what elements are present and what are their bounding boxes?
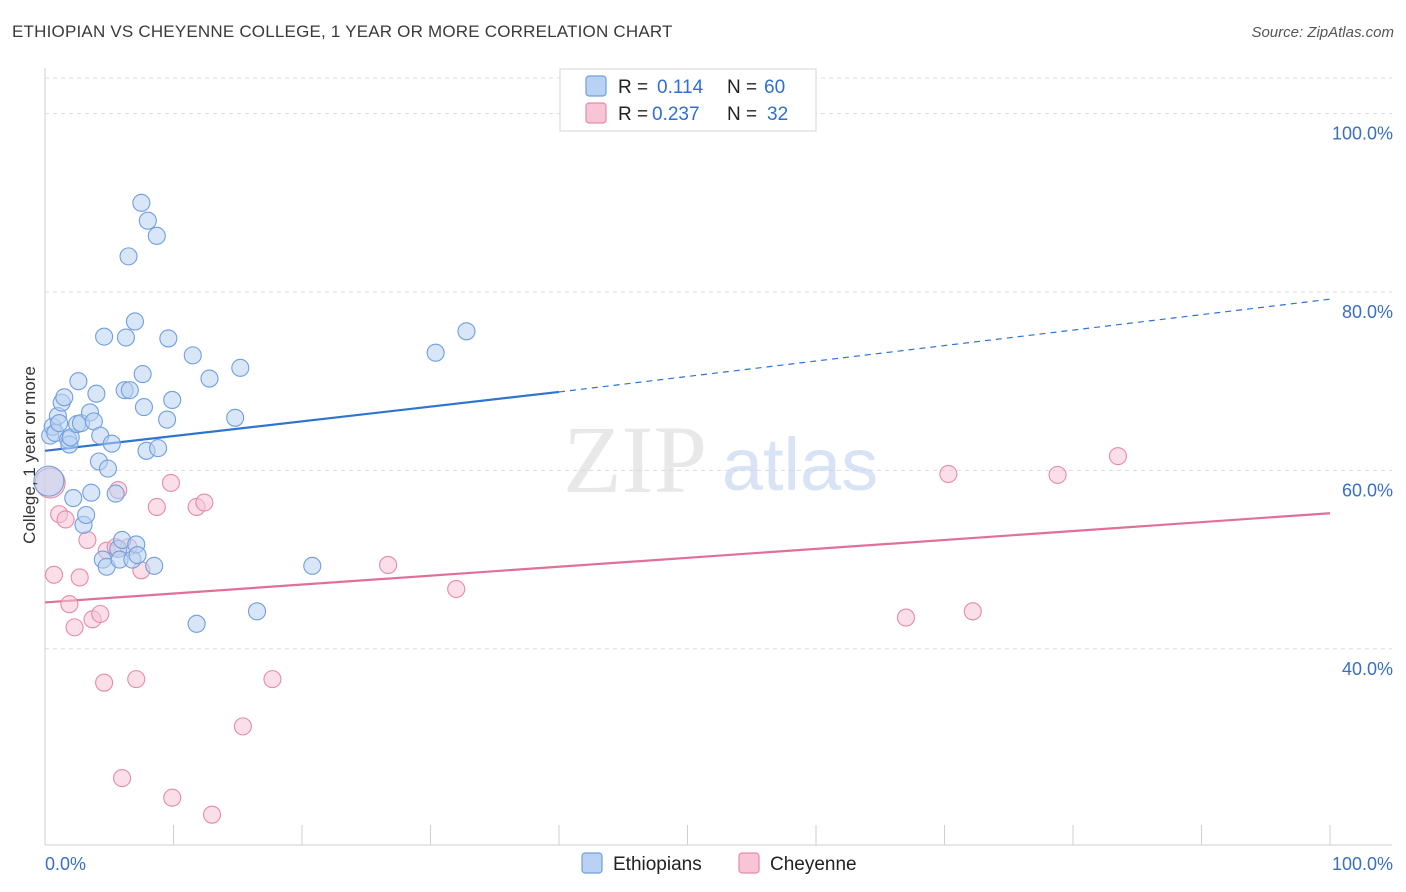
- point-ethiopians-53: [231, 358, 250, 377]
- legend-n-label-1: N =: [727, 77, 757, 98]
- y-tick-label-100: 100.0%: [1332, 124, 1393, 144]
- point-ethiopians-48: [163, 390, 182, 410]
- point-cheyenne-4: [60, 595, 79, 614]
- x-tick-label-end: 100.0%: [1332, 854, 1393, 874]
- point-cheyenne-9: [91, 604, 110, 624]
- point-ethiopians-50: [187, 614, 206, 633]
- trend-lines: [44, 298, 1331, 604]
- x-tick-labels: 0.0% 100.0%: [45, 854, 1393, 874]
- legend-swatch-ethiopians: [585, 75, 607, 97]
- point-ethiopians-28: [106, 484, 125, 503]
- point-ethiopians-43: [145, 556, 164, 575]
- point-cheyenne-6: [70, 568, 89, 587]
- point-ethiopians-26: [98, 459, 118, 478]
- legend-r-label-2: R =: [618, 104, 648, 125]
- watermark: ZIP atlas: [563, 406, 878, 513]
- legend-r-value-1: 0.114: [657, 77, 704, 98]
- point-cheyenne-30: [963, 602, 982, 621]
- point-ethiopians-0: [33, 465, 65, 497]
- point-cheyenne-31: [1048, 465, 1067, 484]
- point-ethiopians-33: [116, 328, 136, 347]
- x-tick-label-start: 0.0%: [45, 854, 86, 874]
- point-cheyenne-27: [447, 579, 466, 599]
- point-ethiopians-59: [138, 211, 157, 230]
- chart-title: ETHIOPIAN VS CHEYENNE COLLEGE, 1 YEAR OR…: [12, 22, 673, 41]
- point-ethiopians-44: [147, 226, 166, 245]
- legend-n-value-1: 60: [764, 77, 785, 98]
- y-tick-label-40: 40.0%: [1342, 659, 1393, 679]
- point-cheyenne-25: [263, 670, 282, 689]
- y-tick-labels: 40.0% 60.0% 80.0% 100.0%: [1332, 124, 1393, 679]
- bottom-legend-swatch-ethiopians: [581, 852, 603, 874]
- point-cheyenne-5: [65, 618, 84, 637]
- point-ethiopians-20: [87, 384, 106, 403]
- point-ethiopians-52: [226, 408, 245, 427]
- bottom-legend: Ethiopians Cheyenne: [581, 852, 857, 875]
- point-ethiopians-56: [426, 343, 445, 362]
- legend-n-value-2: 32: [767, 104, 788, 125]
- point-ethiopians-24: [95, 327, 114, 346]
- bottom-legend-ethiopians: Ethiopians: [613, 854, 702, 875]
- bottom-legend-cheyenne: Cheyenne: [770, 854, 857, 875]
- y-axis-title: College, 1 year or more: [20, 366, 39, 544]
- point-ethiopians-37: [125, 312, 144, 331]
- point-ethiopians-5: [50, 414, 69, 433]
- point-cheyenne-14: [113, 769, 132, 788]
- point-cheyenne-23: [203, 805, 222, 824]
- point-ethiopians-49: [183, 346, 202, 365]
- point-ethiopians-55: [303, 556, 322, 575]
- point-cheyenne-3: [56, 510, 75, 529]
- point-cheyenne-19: [161, 473, 180, 492]
- point-cheyenne-32: [1108, 447, 1128, 466]
- point-ethiopians-57: [457, 322, 476, 341]
- point-cheyenne-28: [896, 608, 916, 627]
- watermark-atlas: atlas: [722, 423, 878, 506]
- point-cheyenne-16: [127, 670, 146, 689]
- point-ethiopians-41: [134, 398, 153, 417]
- point-ethiopians-16: [77, 505, 96, 525]
- point-ethiopians-11: [64, 489, 83, 508]
- legend-n-label-2: N =: [727, 104, 757, 125]
- trend-line-ethiopians: [44, 390, 560, 452]
- bottom-legend-swatch-cheyenne: [738, 852, 760, 874]
- point-ethiopians-51: [200, 369, 219, 388]
- point-ethiopians-54: [247, 602, 267, 621]
- watermark-zip: ZIP: [563, 406, 707, 513]
- legend-r-value-2: 0.237: [652, 104, 700, 125]
- trend-line-cheyenne: [44, 512, 1331, 604]
- point-ethiopians-7: [55, 388, 74, 407]
- point-cheyenne-29: [939, 464, 958, 484]
- point-cheyenne-18: [147, 497, 166, 517]
- legend-swatch-cheyenne: [585, 102, 607, 124]
- point-ethiopians-45: [149, 439, 168, 458]
- y-tick-label-60: 60.0%: [1342, 480, 1393, 500]
- legend-r-label-1: R =: [618, 77, 648, 98]
- point-ethiopians-13: [69, 372, 88, 391]
- point-ethiopians-39: [128, 546, 147, 565]
- point-cheyenne-7: [78, 530, 97, 550]
- point-ethiopians-35: [120, 381, 139, 400]
- point-cheyenne-1: [44, 565, 64, 584]
- points-layer: [33, 193, 1128, 824]
- point-cheyenne-22: [195, 493, 214, 512]
- point-ethiopians-46: [158, 410, 177, 429]
- source-label: Source: ZipAtlas.com: [1251, 24, 1394, 41]
- point-cheyenne-24: [233, 717, 252, 736]
- y-tick-label-80: 80.0%: [1342, 302, 1393, 322]
- axes-layer: [44, 68, 1392, 846]
- point-cheyenne-26: [379, 555, 398, 575]
- point-cheyenne-10: [95, 673, 114, 692]
- point-ethiopians-58: [132, 193, 151, 212]
- point-cheyenne-20: [163, 788, 182, 807]
- legend: R = 0.114 N = 60 R = 0.237 N = 32: [559, 68, 817, 132]
- point-ethiopians-27: [102, 434, 121, 453]
- point-ethiopians-40: [133, 365, 152, 384]
- point-ethiopians-18: [82, 483, 101, 502]
- point-ethiopians-47: [159, 329, 178, 348]
- trend-line-ethiopians-extension: [558, 298, 1331, 393]
- point-ethiopians-34: [119, 247, 138, 266]
